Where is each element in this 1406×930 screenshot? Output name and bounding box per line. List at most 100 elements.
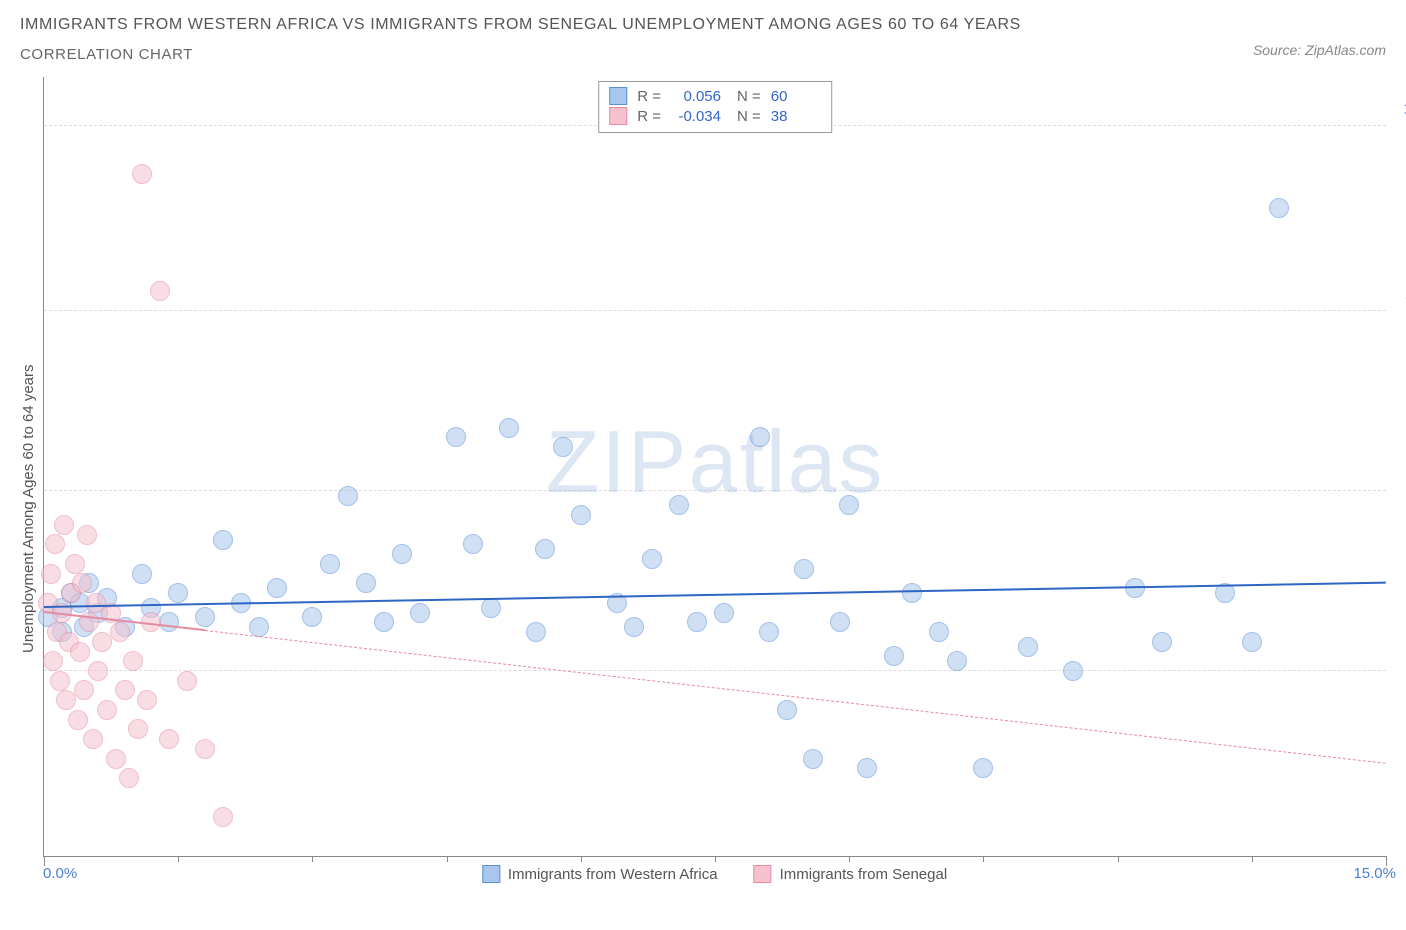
data-point-western_africa <box>1152 632 1172 652</box>
data-point-western_africa <box>392 544 412 564</box>
data-point-western_africa <box>803 749 823 769</box>
grid-line <box>44 490 1386 491</box>
data-point-senegal <box>132 164 152 184</box>
grid-line <box>44 670 1386 671</box>
data-point-western_africa <box>750 427 770 447</box>
data-point-senegal <box>92 632 112 652</box>
data-point-senegal <box>115 680 135 700</box>
data-point-western_africa <box>794 559 814 579</box>
source-attribution: Source: ZipAtlas.com <box>1253 42 1386 58</box>
x-tick <box>581 856 582 862</box>
trend-line <box>205 630 1386 764</box>
x-axis-max: 15.0% <box>1353 865 1396 882</box>
data-point-western_africa <box>320 554 340 574</box>
data-point-western_africa <box>902 583 922 603</box>
chart-subtitle: Correlation Chart <box>20 46 1021 63</box>
data-point-western_africa <box>249 617 269 637</box>
data-point-senegal <box>137 690 157 710</box>
correlation-chart: Unemployment Among Ages 60 to 64 years Z… <box>20 77 1386 901</box>
data-point-western_africa <box>338 486 358 506</box>
y-tick-label: 7.5% <box>1391 465 1406 482</box>
data-point-western_africa <box>1063 661 1083 681</box>
data-point-western_africa <box>759 622 779 642</box>
data-point-senegal <box>83 729 103 749</box>
data-point-western_africa <box>1242 632 1262 652</box>
data-point-western_africa <box>1269 198 1289 218</box>
data-point-western_africa <box>302 607 322 627</box>
data-point-senegal <box>68 710 88 730</box>
data-point-senegal <box>177 671 197 691</box>
y-tick-label: 15.0% <box>1391 100 1406 117</box>
data-point-senegal <box>65 554 85 574</box>
data-point-western_africa <box>267 578 287 598</box>
x-axis: 0.0% Immigrants from Western AfricaImmig… <box>43 865 1386 901</box>
data-point-western_africa <box>714 603 734 623</box>
watermark: ZIPatlas <box>546 410 885 512</box>
x-tick <box>715 856 716 862</box>
data-point-senegal <box>43 651 63 671</box>
y-axis-label: Unemployment Among Ages 60 to 64 years <box>20 77 37 901</box>
legend-label: Immigrants from Senegal <box>780 866 948 883</box>
data-point-senegal <box>41 564 61 584</box>
data-point-senegal <box>70 642 90 662</box>
legend-swatch <box>609 107 627 125</box>
data-point-western_africa <box>553 437 573 457</box>
data-point-senegal <box>56 690 76 710</box>
y-tick-label: 3.8% <box>1391 646 1406 663</box>
data-point-western_africa <box>857 758 877 778</box>
data-point-senegal <box>150 281 170 301</box>
plot-area: ZIPatlas R =0.056N =60R =-0.034N =38 3.8… <box>43 77 1386 857</box>
stats-row-western_africa: R =0.056N =60 <box>609 86 821 106</box>
x-tick <box>849 856 850 862</box>
legend-item-senegal: Immigrants from Senegal <box>754 865 948 883</box>
x-tick <box>1118 856 1119 862</box>
data-point-western_africa <box>535 539 555 559</box>
x-axis-min: 0.0% <box>43 865 77 882</box>
y-tick-label: 11.2% <box>1391 285 1406 302</box>
data-point-senegal <box>50 671 70 691</box>
data-point-western_africa <box>571 505 591 525</box>
data-point-senegal <box>74 680 94 700</box>
data-point-senegal <box>54 515 74 535</box>
data-point-senegal <box>213 807 233 827</box>
legend-swatch <box>609 87 627 105</box>
data-point-western_africa <box>947 651 967 671</box>
legend-item-western_africa: Immigrants from Western Africa <box>482 865 718 883</box>
legend-swatch <box>754 865 772 883</box>
data-point-western_africa <box>446 427 466 447</box>
data-point-western_africa <box>195 607 215 627</box>
data-point-western_africa <box>168 583 188 603</box>
data-point-western_africa <box>356 573 376 593</box>
data-point-senegal <box>119 768 139 788</box>
data-point-western_africa <box>777 700 797 720</box>
grid-line <box>44 310 1386 311</box>
stats-row-senegal: R =-0.034N =38 <box>609 106 821 126</box>
data-point-senegal <box>45 534 65 554</box>
x-tick <box>1252 856 1253 862</box>
data-point-senegal <box>159 729 179 749</box>
data-point-senegal <box>195 739 215 759</box>
data-point-western_africa <box>374 612 394 632</box>
data-point-senegal <box>110 622 130 642</box>
data-point-western_africa <box>499 418 519 438</box>
data-point-western_africa <box>669 495 689 515</box>
data-point-senegal <box>123 651 143 671</box>
x-tick <box>983 856 984 862</box>
chart-title: Immigrants from Western Africa vs Immigr… <box>20 16 1021 34</box>
legend-swatch <box>482 865 500 883</box>
data-point-western_africa <box>1018 637 1038 657</box>
data-point-senegal <box>88 661 108 681</box>
x-tick <box>447 856 448 862</box>
data-point-western_africa <box>481 598 501 618</box>
data-point-western_africa <box>830 612 850 632</box>
data-point-western_africa <box>973 758 993 778</box>
x-tick <box>312 856 313 862</box>
stats-legend: R =0.056N =60R =-0.034N =38 <box>598 81 832 133</box>
data-point-western_africa <box>839 495 859 515</box>
data-point-senegal <box>77 525 97 545</box>
series-legend: Immigrants from Western Africa Immigrants… <box>482 865 947 883</box>
legend-label: Immigrants from Western Africa <box>508 866 718 883</box>
data-point-western_africa <box>463 534 483 554</box>
data-point-western_africa <box>132 564 152 584</box>
data-point-western_africa <box>884 646 904 666</box>
